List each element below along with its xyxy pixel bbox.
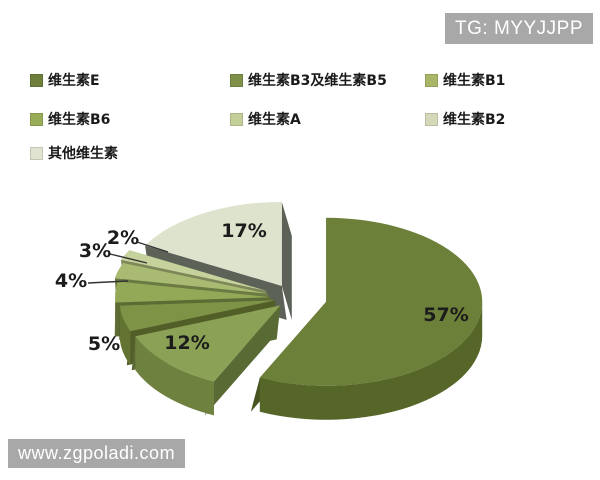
slice-12pct-top <box>135 305 281 382</box>
legend-item-other-vitamins: 其他维生素 <box>30 145 118 162</box>
chart-legend: 维生素E 维生素B3及维生素B5 维生素B1 维生素B6 维生素A 维生素B2 … <box>0 0 600 162</box>
slice-4pct-top <box>115 281 272 303</box>
label-leader-line-3pct <box>109 253 148 264</box>
legend-swatch <box>30 146 43 160</box>
legend-label: 其他维生素 <box>48 146 118 162</box>
label-leader-line-4pct <box>87 280 129 284</box>
legend-item-vitamin-a: 维生素A <box>230 111 301 128</box>
slice-57pct-outer-wall <box>259 301 483 420</box>
slice-value-label: 17% <box>221 220 266 242</box>
slice-value-label: 3% <box>79 240 111 262</box>
label-leader-line-2pct <box>136 241 169 253</box>
legend-label: 维生素E <box>48 73 100 89</box>
legend-label: 维生素B2 <box>443 112 506 128</box>
legend-swatch <box>230 112 243 126</box>
slice-3pct-top <box>114 262 269 294</box>
legend-item-vitamin-b3-b5: 维生素B3及维生素B5 <box>230 72 387 89</box>
slice-12pct-outer-wall <box>135 336 214 416</box>
slice-value-label: 2% <box>107 227 139 249</box>
slice-5pct-top <box>119 300 276 332</box>
slice-2pct-top <box>121 250 266 291</box>
slice-value-label: 4% <box>55 270 87 292</box>
telegram-watermark-badge: TG: MYYJJPP <box>445 13 593 44</box>
legend-swatch <box>425 112 438 126</box>
legend-label: 维生素B6 <box>48 112 111 128</box>
legend-swatch <box>30 73 43 87</box>
legend-item-vitamin-b1: 维生素B1 <box>425 72 506 89</box>
slice-17pct-top <box>145 201 282 286</box>
slice-value-label: 12% <box>164 332 209 354</box>
legend-swatch <box>425 73 438 87</box>
website-watermark-badge: www.zgpoladi.com <box>8 439 186 468</box>
legend-label: 维生素B3及维生素B5 <box>248 73 387 89</box>
slice-value-label: 57% <box>423 304 468 326</box>
slice-value-label: 5% <box>88 333 120 355</box>
legend-label: 维生素B1 <box>443 73 506 89</box>
legend-item-vitamin-e: 维生素E <box>30 72 100 89</box>
legend-label: 维生素A <box>248 112 301 128</box>
legend-item-vitamin-b2: 维生素B2 <box>425 111 506 128</box>
legend-swatch <box>230 73 243 87</box>
slice-57pct-top <box>259 217 483 386</box>
legend-swatch <box>30 112 43 126</box>
slice-17pct-cut-face <box>281 201 292 320</box>
legend-item-vitamin-b6: 维生素B6 <box>30 111 111 128</box>
slice-5pct-outer-wall <box>119 305 131 366</box>
